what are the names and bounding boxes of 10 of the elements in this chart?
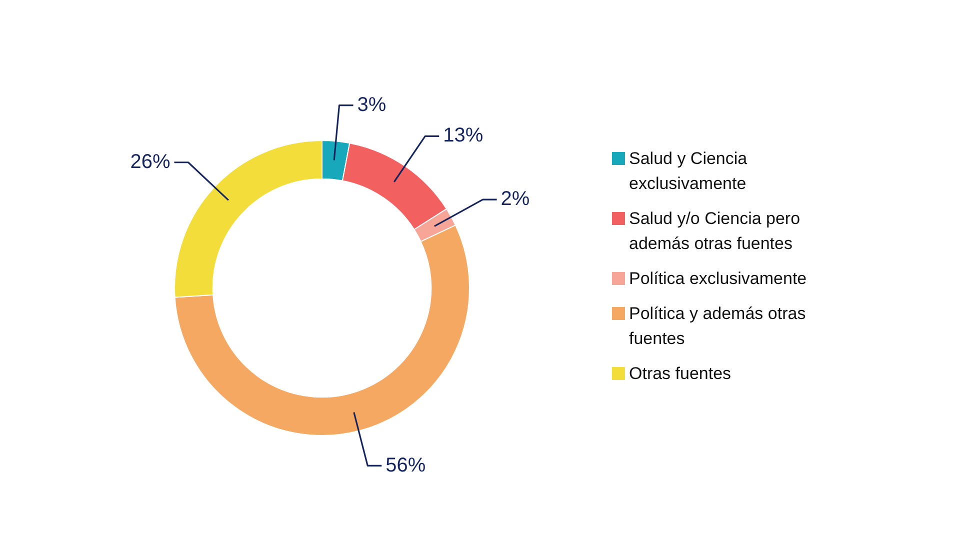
legend-label: Otras fuentes [629,363,732,385]
legend-label: Salud y/o Ciencia pero además otras fuentes [629,208,802,255]
data-label: 2% [500,188,530,210]
legend-label: Política exclusivamente [629,268,807,290]
data-label: 26% [130,150,170,173]
data-label: 13% [443,124,484,147]
data-label: 3% [357,94,386,116]
legend-label: Política y además otras fuentes [629,303,807,350]
legend-label: Salud y Ciencia exclusivamente [629,148,748,195]
data-label: 56% [386,454,426,476]
